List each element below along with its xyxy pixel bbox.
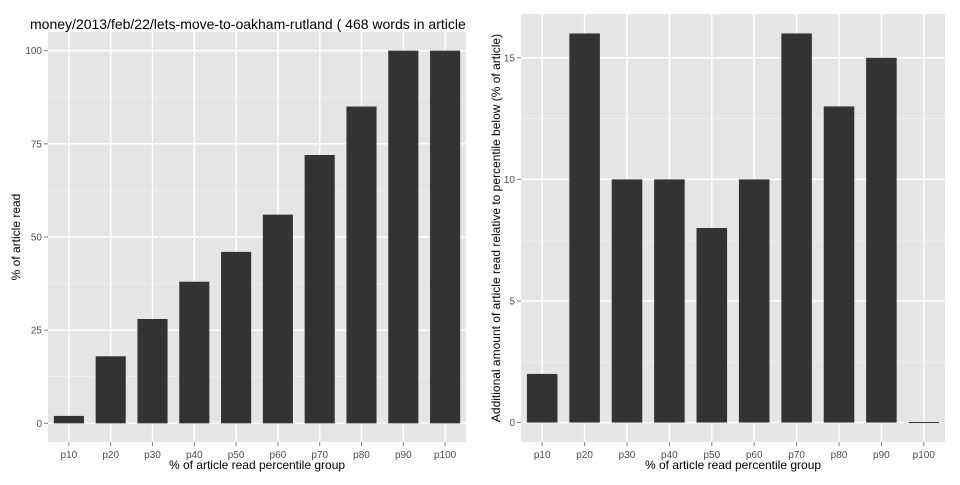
x-axis-title: % of article read percentile group xyxy=(645,458,821,472)
x-tick-label: p100 xyxy=(913,450,936,461)
bar-p60 xyxy=(262,214,293,424)
y-axis-title: % of article read xyxy=(9,194,23,281)
y-tick-label: 0 xyxy=(509,418,515,429)
bar-p10 xyxy=(53,415,84,424)
x-tick-label: p90 xyxy=(873,450,890,461)
y-tick-label: 50 xyxy=(31,233,43,244)
y-tick-label: 15 xyxy=(504,53,516,64)
x-tick-label: p100 xyxy=(434,450,457,461)
x-tick-label: p70 xyxy=(788,450,805,461)
x-tick-label: p20 xyxy=(102,450,119,461)
bar-p80 xyxy=(346,106,377,424)
x-tick-label: p30 xyxy=(144,450,161,461)
x-tick-label: p20 xyxy=(576,450,593,461)
y-tick-label: 75 xyxy=(31,139,43,150)
bar-p70 xyxy=(781,33,812,423)
x-tick-label: p50 xyxy=(703,450,720,461)
x-tick-label: p80 xyxy=(831,450,848,461)
x-axis-title: % of article read percentile group xyxy=(169,458,345,472)
x-tick-label: p50 xyxy=(228,450,245,461)
y-tick-label: 25 xyxy=(31,326,43,337)
x-tick-label: p60 xyxy=(270,450,287,461)
x-tick-label: p30 xyxy=(619,450,636,461)
bar-p100 xyxy=(430,50,461,424)
y-tick-label: 0 xyxy=(36,419,42,430)
x-tick-label: p70 xyxy=(311,450,328,461)
x-tick-label: p40 xyxy=(661,450,678,461)
bar-p40 xyxy=(179,281,210,424)
bar-p90 xyxy=(388,50,419,424)
x-tick-label: p90 xyxy=(395,450,412,461)
bar-p20 xyxy=(95,356,126,424)
x-tick-label: p10 xyxy=(534,450,551,461)
right-chart-panel: 0 5 10 15 p10 p20 p30 p40 p50 p60 p70 p80 p90 p100 % o… xyxy=(489,14,945,472)
y-axis-title: Additional amount of article read relati… xyxy=(489,34,503,422)
bar-p70 xyxy=(304,155,335,424)
y-tick-label: 100 xyxy=(25,46,42,57)
left-chart-panel: 0 25 50 75 100 p10 p20 p30 p40 p50 p60 p70 p80 p90 p10… xyxy=(9,32,466,472)
x-tick-label: p80 xyxy=(353,450,370,461)
y-tick-label: 10 xyxy=(504,175,516,186)
x-tick-label: p10 xyxy=(61,450,78,461)
chart-title: money/2013/feb/22/lets-move-to-oakham-ru… xyxy=(30,16,466,32)
bar-p30 xyxy=(611,179,643,423)
x-tick-label: p60 xyxy=(746,450,763,461)
bar-p40 xyxy=(654,179,685,423)
bar-p90 xyxy=(866,57,897,423)
bar-p30 xyxy=(137,319,168,424)
y-tick-label: 5 xyxy=(509,296,515,307)
bar-p10 xyxy=(526,373,558,423)
x-tick-label: p40 xyxy=(186,450,203,461)
bar-p100 xyxy=(908,422,940,424)
bar-p50 xyxy=(221,251,252,424)
bar-p80 xyxy=(823,106,855,423)
bar-p60 xyxy=(738,179,770,423)
bar-p20 xyxy=(569,33,600,423)
bar-p50 xyxy=(696,228,728,423)
